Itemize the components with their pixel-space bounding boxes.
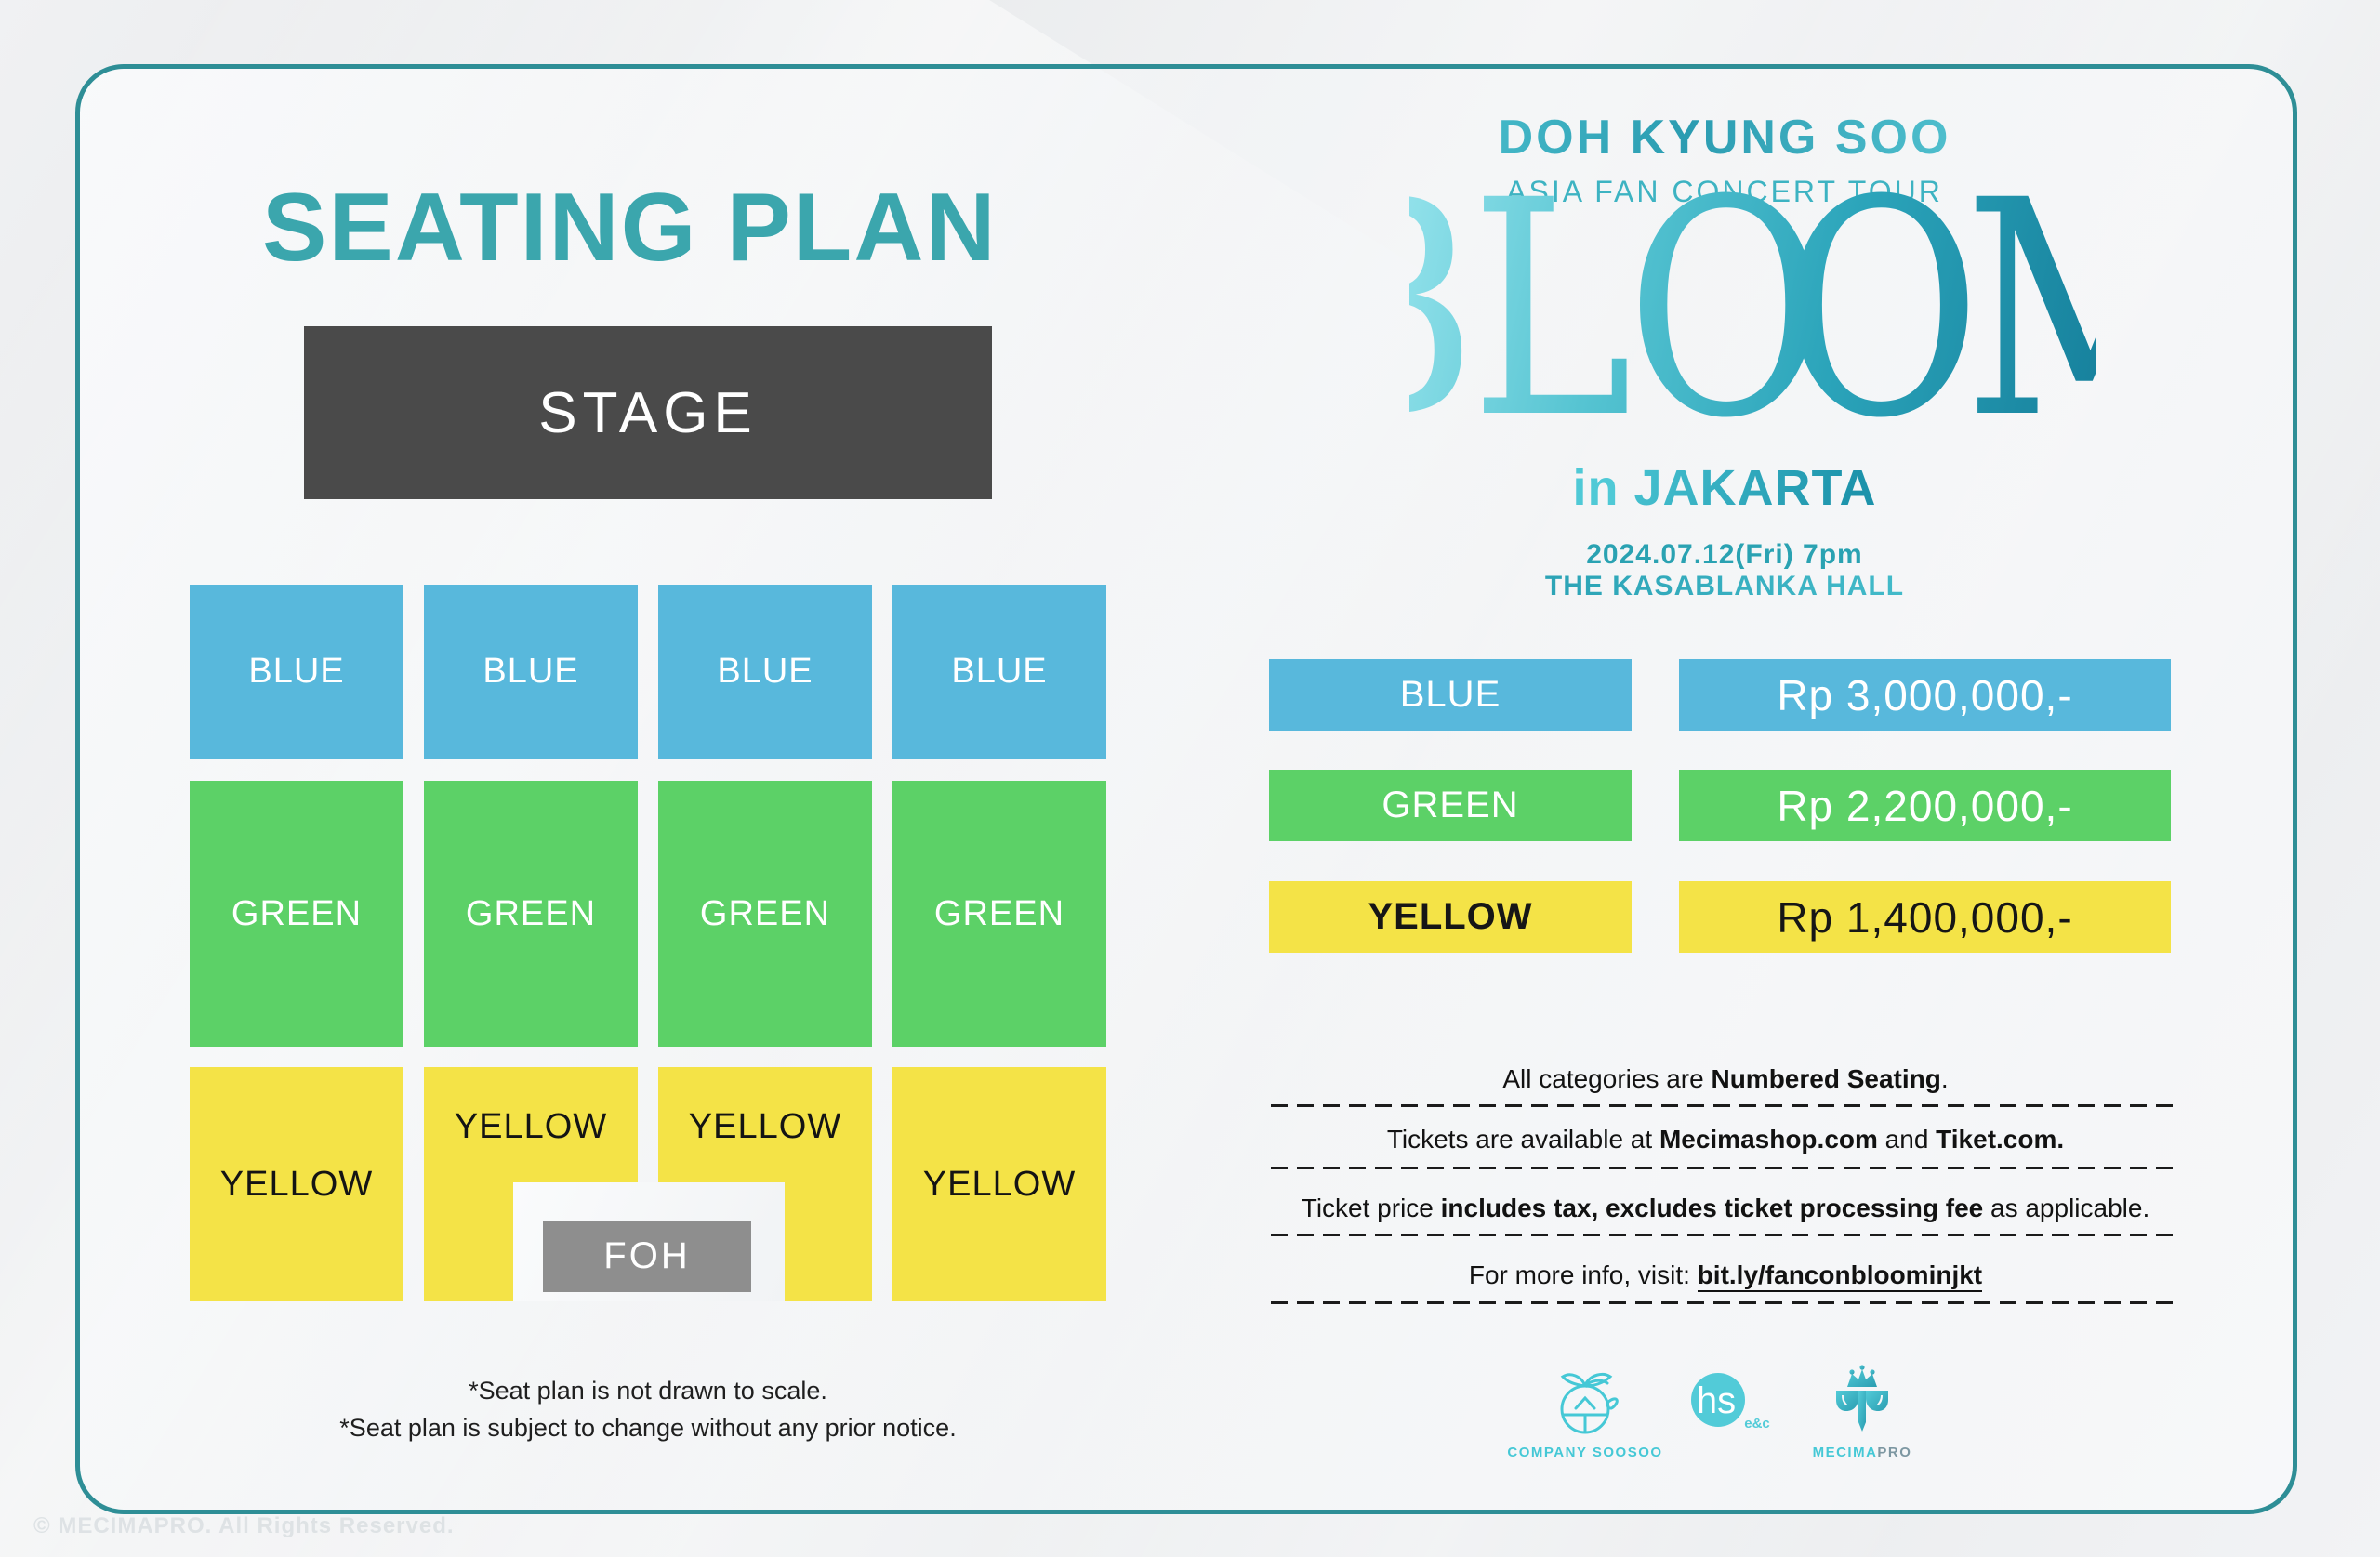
seat-block-green-1: GREEN [190,781,403,1047]
sponsor-label: COMPANY SOOSOO [1507,1445,1663,1460]
seat-block-yellow-4: YELLOW [892,1067,1106,1301]
copyright-watermark: © MECIMAPRO. All Rights Reserved. [33,1513,455,1538]
price-category-green: GREEN [1269,770,1632,841]
seat-label: BLUE [951,652,1048,691]
text-segment: Mecimashop.com [1659,1125,1878,1154]
seat-label: BLUE [717,652,813,691]
seat-block-blue-2: BLUE [424,585,638,759]
price-category-blue: BLUE [1269,659,1632,731]
seat-block-green-2: GREEN [424,781,638,1047]
price-value-blue: Rp 3,000,000,- [1679,659,2171,731]
seatmap-footnotes: *Seat plan is not drawn to scale. *Seat … [276,1372,1020,1446]
dashed-divider [1271,1104,2180,1107]
bloom-letter: M [1964,138,2208,483]
foh-block: FOH [543,1221,751,1292]
seat-label: BLUE [483,652,579,691]
text-segment: includes tax, excludes ticket processing… [1440,1194,1984,1222]
price-value-green: Rp 2,200,000,- [1679,770,2171,841]
info-link[interactable]: bit.ly/fanconbloominjkt [1697,1260,1983,1292]
text-segment: Numbered Seating [1711,1064,1941,1093]
bloom-letter: O [1780,138,1976,483]
note-tickets: Tickets are available at Mecimashop.com … [1271,1124,2180,1155]
seat-block-green-3: GREEN [658,781,872,1047]
seat-block-blue-4: BLUE [892,585,1106,759]
company-soosoo-logo-icon [1542,1363,1628,1439]
dashed-divider [1271,1167,2180,1169]
sponsor-label: MECIMAPRO [1812,1445,1912,1460]
bloom-letter: L [1470,138,1627,483]
text-segment: For more info, visit: [1468,1260,1698,1289]
bloom-letter: B [1297,138,1471,483]
seat-block-yellow-1: YELLOW [190,1067,403,1301]
foh-label: FOH [603,1235,691,1276]
stage-label: STAGE [538,380,758,445]
footnote: *Seat plan is subject to change without … [339,1414,957,1442]
city-name: JAKARTA [1633,460,1877,516]
dashed-divider [1271,1301,2180,1304]
event-city-line: in JAKARTA [1353,459,2096,517]
seat-label: GREEN [699,893,831,933]
seat-label: BLUE [248,652,345,691]
seat-block-blue-3: BLUE [658,585,872,759]
seat-label: GREEN [465,893,597,933]
event-venue: THE KASABLANKA HALL [1353,571,2096,602]
text-segment: All categories are [1502,1064,1712,1093]
seat-label: GREEN [231,893,363,933]
text-segment: and [1877,1125,1937,1154]
sponsor-mecimapro: MECIMAPRO [1755,1363,1969,1460]
sponsor-company-soosoo: COMPANY SOOSOO [1478,1363,1692,1460]
note-more-info: For more info, visit: bit.ly/fanconbloom… [1271,1260,2180,1292]
page-title: SEATING PLAN [262,174,998,282]
hs-enc-text: e&c [1744,1416,1770,1432]
footnote: *Seat plan is not drawn to scale. [469,1377,827,1405]
city-prefix: in [1572,460,1620,516]
hs-logo-icon: hs e&c [1673,1363,1776,1439]
event-datetime: 2024.07.12(Fri) 7pm [1586,539,1863,570]
seat-label: YELLOW [688,1107,842,1146]
stage-block: STAGE [304,326,992,499]
dashed-divider [1271,1234,2180,1236]
seat-label: YELLOW [454,1107,608,1146]
price-value-yellow: Rp 1,400,000,- [1679,881,2171,953]
text-segment: . [1940,1064,1949,1093]
note-tax: Ticket price includes tax, excludes tick… [1271,1193,2180,1224]
seat-label: GREEN [933,893,1065,933]
price-category-yellow: YELLOW [1269,881,1632,953]
seat-block-blue-1: BLUE [190,585,403,759]
sponsor-hs-enc: hs e&c . [1618,1363,1831,1460]
text-segment: Ticket price [1301,1194,1441,1222]
hs-logo-text: hs [1697,1380,1736,1421]
seat-label: YELLOW [219,1164,374,1204]
seat-label: YELLOW [922,1164,1077,1204]
seat-block-green-4: GREEN [892,781,1106,1047]
artist-name: DOH KYUNG SOO [1353,110,2096,165]
note-seating: All categories are Numbered Seating. [1271,1063,2180,1095]
mecimapro-logo-icon [1819,1363,1905,1439]
seating-plan-card: SEATING PLAN STAGE BLUE BLUE BLUE BLUE G… [75,64,2297,1514]
text-segment: Tiket.com. [1936,1125,2065,1154]
text-segment: as applicable. [1983,1194,2150,1222]
text-segment: Tickets are available at [1386,1125,1659,1154]
tour-name: ASIA FAN CONCERT TOUR [1353,175,2096,209]
